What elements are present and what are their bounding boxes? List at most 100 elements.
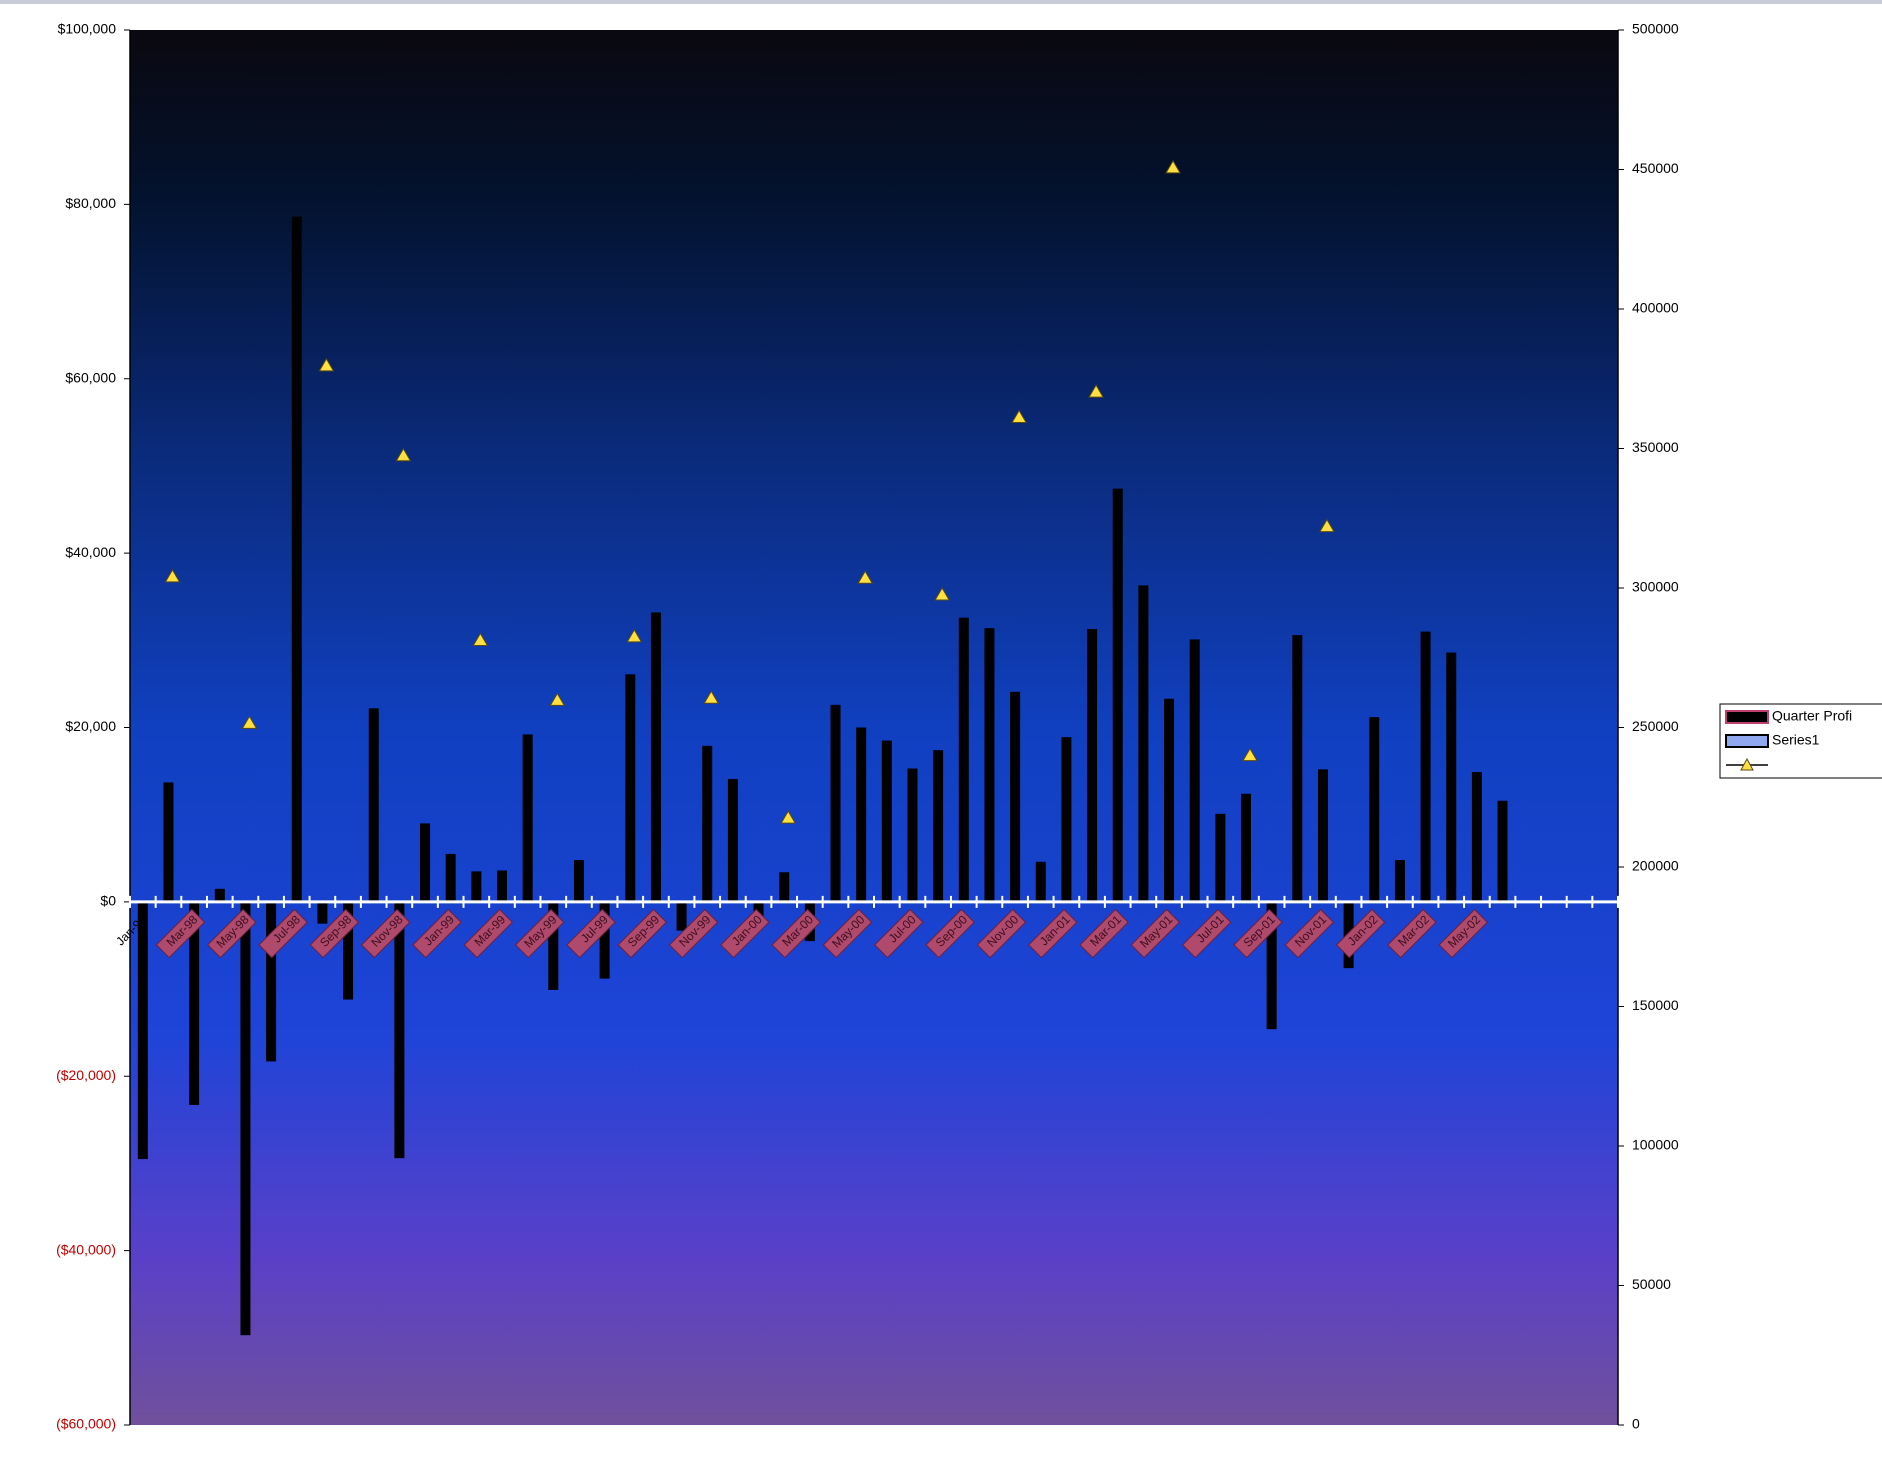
bar bbox=[856, 727, 867, 902]
bar bbox=[497, 870, 507, 902]
x-label-box bbox=[514, 908, 565, 959]
bar bbox=[420, 823, 431, 902]
triangle-marker bbox=[1165, 159, 1181, 174]
x-label-box bbox=[309, 908, 360, 959]
bar bbox=[343, 901, 354, 1000]
triangle-marker bbox=[857, 570, 874, 584]
bar bbox=[1061, 737, 1072, 902]
bar bbox=[394, 901, 405, 1159]
bar bbox=[727, 778, 738, 902]
x-label-box bbox=[1130, 908, 1181, 959]
plot-area bbox=[130, 30, 1618, 1425]
triangle-marker bbox=[472, 632, 489, 646]
bar bbox=[958, 617, 969, 902]
bar bbox=[368, 708, 379, 902]
x-label-box bbox=[155, 908, 206, 959]
bar bbox=[240, 901, 251, 1336]
y-tick-label: ($20,000) bbox=[56, 1067, 116, 1083]
bar bbox=[317, 901, 328, 924]
bar bbox=[779, 872, 790, 902]
x-label-box bbox=[771, 908, 821, 959]
y-tick-label: $100,000 bbox=[58, 21, 117, 37]
legend-label: Series1 bbox=[1772, 732, 1820, 748]
triangle-marker bbox=[626, 628, 643, 643]
bar bbox=[1241, 793, 1251, 902]
x-label-box bbox=[1387, 908, 1437, 959]
y2-tick-label: 150000 bbox=[1632, 997, 1679, 1013]
bar bbox=[137, 901, 148, 1160]
legend-swatch bbox=[1725, 734, 1769, 748]
bar bbox=[573, 860, 584, 902]
sheet-header bbox=[0, 0, 1882, 4]
bar bbox=[266, 901, 277, 1062]
y-tick-label: $60,000 bbox=[65, 369, 116, 385]
x-label-box bbox=[925, 908, 975, 959]
y-tick-label: ($40,000) bbox=[56, 1241, 116, 1257]
legend-swatch bbox=[1725, 710, 1769, 724]
bar bbox=[1420, 631, 1431, 902]
bar bbox=[599, 901, 610, 979]
bar bbox=[522, 734, 533, 902]
x-label-box bbox=[1181, 908, 1232, 959]
legend-marker bbox=[1740, 757, 1754, 771]
x-label-box bbox=[1438, 908, 1488, 959]
x-label-box bbox=[1079, 908, 1129, 959]
x-label-box bbox=[1027, 908, 1078, 959]
bar bbox=[1446, 652, 1457, 902]
y2-tick-label: 50000 bbox=[1632, 1276, 1671, 1292]
y-tick-label: $0 bbox=[100, 893, 116, 909]
bar bbox=[445, 853, 456, 902]
bar bbox=[1497, 800, 1508, 902]
x-label-box bbox=[1284, 908, 1335, 959]
bar bbox=[1292, 635, 1303, 902]
triangle-marker bbox=[549, 692, 566, 706]
bar bbox=[1394, 860, 1405, 902]
x-label-box bbox=[1233, 908, 1283, 959]
bar bbox=[1087, 628, 1098, 902]
x-label-box bbox=[720, 908, 770, 959]
x-label-box bbox=[207, 908, 257, 959]
bar bbox=[907, 768, 918, 902]
bar bbox=[650, 612, 661, 902]
triangle-marker bbox=[318, 357, 335, 372]
bar bbox=[471, 871, 482, 902]
triangle-marker bbox=[780, 810, 797, 824]
x-label-box bbox=[976, 908, 1027, 959]
x-label-box bbox=[617, 908, 668, 959]
triangle-marker bbox=[241, 715, 258, 729]
y-tick-label: $80,000 bbox=[65, 195, 116, 211]
bar bbox=[1215, 813, 1226, 902]
triangle-marker bbox=[1319, 518, 1335, 533]
bar bbox=[1369, 717, 1380, 902]
bar bbox=[830, 704, 841, 902]
x-label-box bbox=[874, 908, 924, 959]
triangle-marker bbox=[703, 690, 720, 704]
y-tick-label: $40,000 bbox=[65, 544, 116, 560]
bar bbox=[1164, 698, 1175, 902]
y2-tick-label: 350000 bbox=[1632, 439, 1679, 455]
bar bbox=[625, 674, 636, 902]
legend-label: Quarter Profi bbox=[1772, 708, 1852, 724]
x-label-box bbox=[258, 908, 308, 959]
marks bbox=[137, 159, 1508, 1336]
bar bbox=[1317, 769, 1328, 902]
y2-tick-label: 200000 bbox=[1632, 858, 1679, 874]
x-label-box bbox=[822, 908, 873, 959]
bar bbox=[1035, 861, 1046, 902]
y2-tick-label: 0 bbox=[1632, 1416, 1640, 1432]
y2-tick-label: 500000 bbox=[1632, 21, 1679, 37]
y-tick-label: ($60,000) bbox=[56, 1416, 116, 1432]
bar bbox=[1471, 771, 1482, 902]
triangle-marker bbox=[1242, 747, 1258, 762]
bar bbox=[291, 216, 302, 902]
bar bbox=[881, 740, 892, 902]
y2-tick-label: 100000 bbox=[1632, 1137, 1679, 1153]
triangle-marker bbox=[164, 568, 181, 583]
bar bbox=[676, 901, 687, 931]
x-label-box bbox=[566, 908, 616, 959]
bar bbox=[1112, 488, 1123, 902]
y2-tick-label: 400000 bbox=[1632, 300, 1679, 316]
bar bbox=[984, 628, 995, 902]
triangle-marker bbox=[395, 447, 412, 462]
